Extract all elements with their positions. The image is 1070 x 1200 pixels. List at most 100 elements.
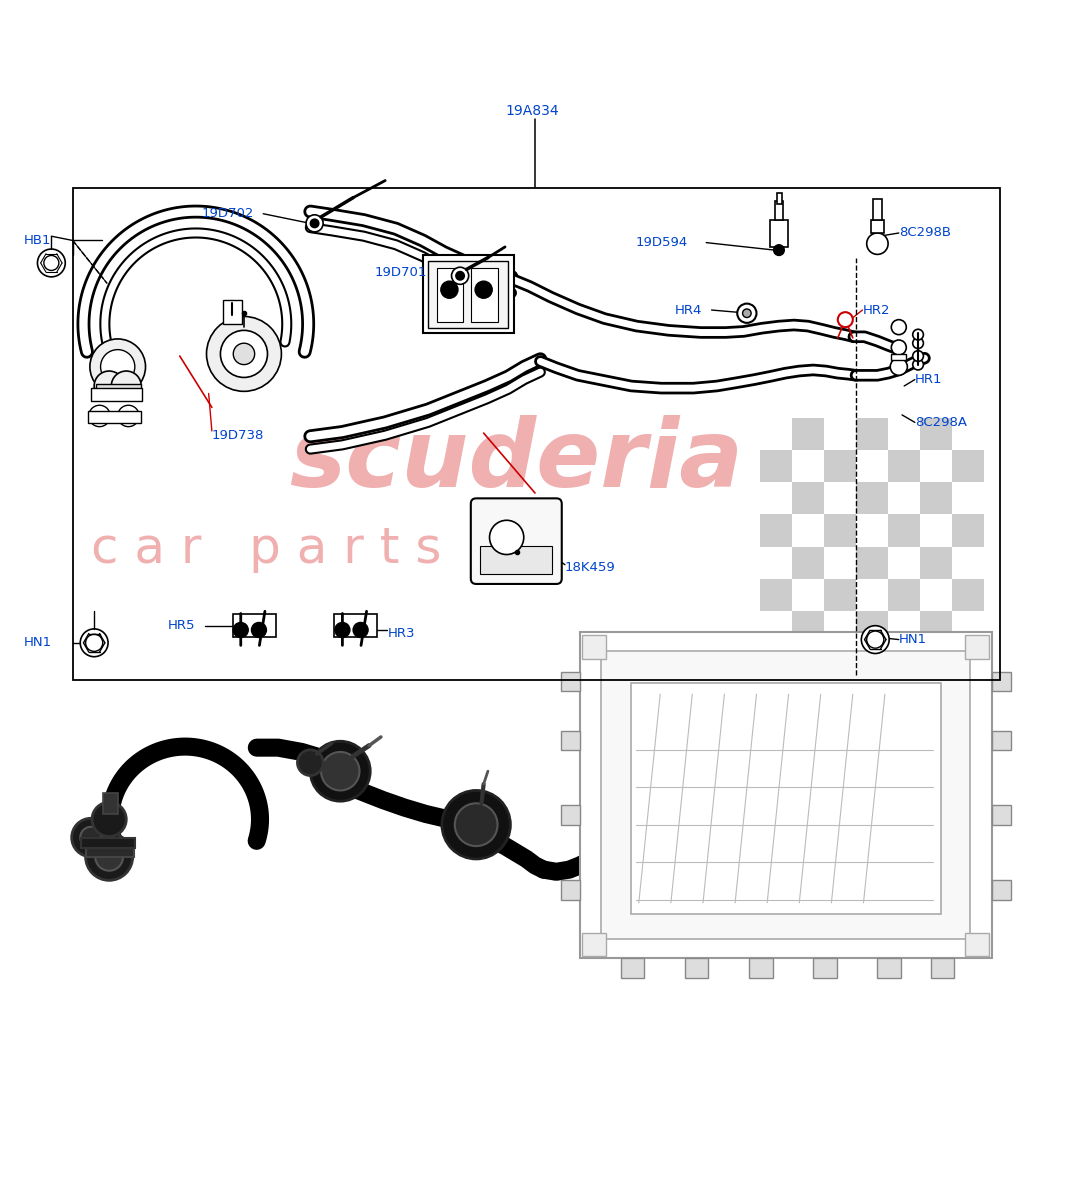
Bar: [856, 643, 888, 674]
Bar: [965, 635, 989, 659]
FancyBboxPatch shape: [471, 498, 562, 584]
Bar: [888, 611, 920, 643]
Circle shape: [455, 803, 498, 846]
Circle shape: [207, 317, 281, 391]
Bar: [824, 450, 856, 482]
Bar: [965, 932, 989, 956]
Bar: [920, 482, 952, 515]
Text: c a r   p a r t s: c a r p a r t s: [91, 524, 442, 572]
Text: HB1: HB1: [24, 234, 51, 247]
Text: HN1: HN1: [24, 636, 51, 649]
Circle shape: [838, 312, 853, 328]
Bar: [952, 515, 984, 546]
Bar: [777, 193, 782, 204]
Bar: [423, 256, 514, 332]
Bar: [856, 418, 888, 450]
Circle shape: [72, 818, 110, 857]
Bar: [81, 838, 135, 848]
Bar: [88, 410, 141, 424]
Bar: [233, 614, 276, 637]
Bar: [582, 635, 606, 659]
Circle shape: [44, 256, 59, 270]
Circle shape: [867, 631, 884, 648]
Text: HR1: HR1: [915, 373, 943, 386]
Bar: [856, 546, 888, 578]
Bar: [73, 188, 1000, 680]
Bar: [856, 515, 888, 546]
Circle shape: [92, 803, 126, 836]
Circle shape: [297, 750, 323, 775]
Text: HR4: HR4: [675, 304, 703, 317]
Bar: [891, 354, 906, 360]
Bar: [920, 418, 952, 450]
Bar: [792, 515, 824, 546]
Bar: [96, 384, 141, 392]
Circle shape: [86, 833, 133, 881]
Bar: [91, 388, 142, 401]
Bar: [471, 269, 498, 322]
Bar: [888, 418, 920, 450]
Bar: [824, 418, 856, 450]
Bar: [873, 199, 882, 220]
Text: 19D594: 19D594: [636, 236, 688, 250]
Bar: [856, 482, 888, 515]
Circle shape: [220, 330, 268, 378]
Bar: [856, 611, 888, 643]
Bar: [813, 959, 837, 978]
Bar: [792, 546, 824, 578]
Bar: [992, 805, 1011, 824]
Circle shape: [743, 308, 751, 318]
Circle shape: [310, 742, 370, 802]
Bar: [888, 546, 920, 578]
Circle shape: [37, 250, 65, 277]
Circle shape: [442, 791, 510, 859]
Circle shape: [306, 215, 323, 232]
Text: scuderia: scuderia: [289, 415, 743, 506]
Bar: [749, 959, 773, 978]
Bar: [792, 418, 824, 450]
Circle shape: [80, 629, 108, 656]
Bar: [775, 200, 783, 220]
Text: HN1: HN1: [899, 634, 927, 646]
Bar: [760, 450, 792, 482]
Bar: [824, 578, 856, 611]
Bar: [792, 482, 824, 515]
Bar: [631, 684, 941, 913]
Bar: [992, 672, 1011, 691]
Bar: [792, 578, 824, 611]
Bar: [920, 643, 952, 674]
Bar: [760, 418, 792, 450]
Circle shape: [101, 349, 135, 384]
Bar: [856, 450, 888, 482]
Bar: [792, 611, 824, 643]
Circle shape: [441, 281, 458, 299]
Bar: [952, 611, 984, 643]
Bar: [223, 300, 242, 324]
Bar: [920, 515, 952, 546]
Bar: [992, 881, 1011, 900]
Circle shape: [310, 220, 319, 228]
Circle shape: [353, 623, 368, 637]
Bar: [760, 482, 792, 515]
Bar: [103, 792, 118, 814]
Bar: [792, 643, 824, 674]
Bar: [792, 450, 824, 482]
Bar: [561, 672, 580, 691]
Bar: [621, 959, 644, 978]
Circle shape: [95, 842, 123, 871]
Bar: [582, 932, 606, 956]
Bar: [992, 731, 1011, 750]
Text: 19A834: 19A834: [505, 104, 559, 118]
Circle shape: [89, 406, 110, 427]
Bar: [760, 515, 792, 546]
Circle shape: [861, 625, 889, 654]
Circle shape: [490, 521, 524, 554]
Bar: [824, 482, 856, 515]
Text: HR2: HR2: [862, 304, 890, 317]
Bar: [760, 578, 792, 611]
Bar: [760, 611, 792, 643]
Bar: [920, 611, 952, 643]
Circle shape: [913, 329, 923, 340]
Circle shape: [913, 359, 923, 370]
Text: 8C298B: 8C298B: [899, 227, 951, 240]
